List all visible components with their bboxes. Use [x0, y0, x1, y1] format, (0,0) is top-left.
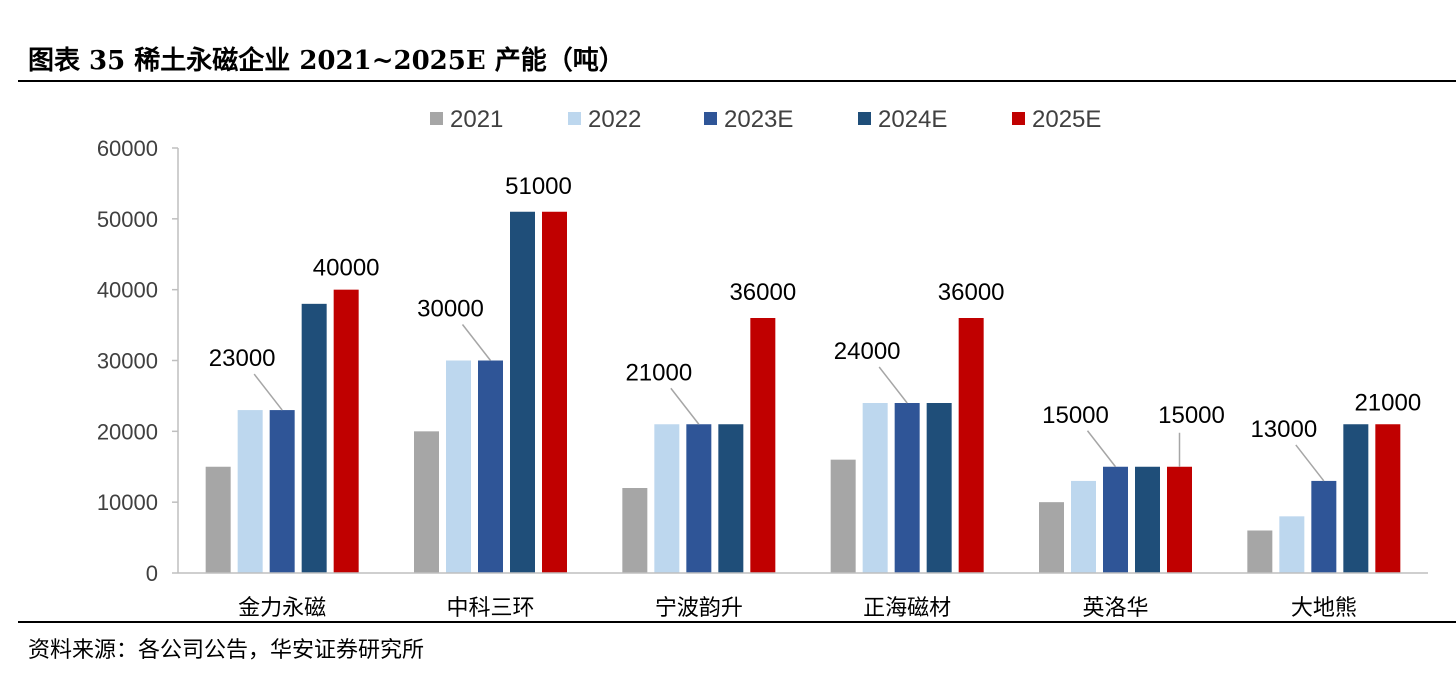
legend-swatch-2025E — [1012, 112, 1025, 125]
y-tick-label: 10000 — [97, 490, 158, 515]
data-label: 13000 — [1250, 416, 1317, 443]
legend-label-2024E: 2024E — [878, 106, 947, 133]
bars — [205, 211, 1401, 573]
bar-2023E-4 — [1103, 466, 1128, 573]
y-tick-label: 20000 — [97, 419, 158, 444]
legend-label-2021: 2021 — [450, 106, 503, 133]
bar-2021-2 — [622, 488, 648, 573]
legend-swatch-2022 — [568, 112, 581, 125]
bar-2021-5 — [1247, 530, 1273, 573]
data-label: 21000 — [1354, 389, 1421, 416]
bar-2024E-1 — [510, 211, 535, 573]
data-label: 36000 — [938, 279, 1005, 306]
legend-label-2022: 2022 — [588, 106, 641, 133]
bar-2023E-3 — [894, 403, 920, 573]
x-tick-label: 大地熊 — [1291, 596, 1357, 621]
x-tick-label: 中科三环 — [446, 596, 534, 621]
y-tick-label: 40000 — [97, 278, 158, 303]
x-tick-label: 英洛华 — [1082, 596, 1148, 621]
bar-2025E-1 — [542, 211, 567, 573]
bar-2022-5 — [1279, 516, 1305, 573]
data-label-leader — [253, 373, 283, 411]
top-rule — [18, 80, 1456, 82]
data-label: 30000 — [417, 296, 484, 323]
bar-2023E-2 — [686, 424, 712, 573]
bar-2025E-3 — [958, 318, 984, 573]
bar-2024E-2 — [718, 424, 744, 573]
y-tick-label: 0 — [146, 561, 158, 586]
bar-2024E-4 — [1135, 466, 1160, 573]
y-tick-label: 50000 — [97, 207, 158, 232]
legend-label-2023E: 2023E — [724, 106, 793, 133]
bar-2023E-0 — [269, 410, 295, 573]
legend-swatch-2023E — [704, 112, 717, 125]
data-labels: 23000 40000 30000 51000 21000 36000 24000 36000… — [209, 173, 1421, 482]
data-label: 24000 — [834, 338, 901, 365]
bar-2022-2 — [654, 424, 680, 573]
data-label-leader — [1295, 444, 1325, 482]
bottom-rule — [18, 621, 1456, 623]
data-label: 15000 — [1042, 402, 1109, 429]
x-axis: 金力永磁 中科三环 宁波韵升 正海磁材 英洛华 大地熊 — [178, 572, 1428, 621]
legend-swatch-2021 — [430, 112, 443, 125]
bar-2025E-4 — [1167, 466, 1192, 573]
data-label-leader — [878, 366, 908, 404]
data-label: 15000 — [1158, 402, 1225, 429]
bar-2022-3 — [862, 403, 888, 573]
source-note: 资料来源：各公司公告，华安证券研究所 — [28, 638, 425, 663]
bar-2024E-5 — [1343, 424, 1369, 573]
x-tick-label: 宁波韵升 — [655, 596, 743, 621]
data-label: 40000 — [313, 255, 380, 282]
bar-2021-1 — [414, 431, 439, 573]
legend: 2021 2022 2023E 2024E 2025E — [430, 106, 1101, 133]
chart-title: 图表 35 稀土永磁企业 2021~2025E 产能（吨） — [28, 46, 625, 76]
bar-2025E-2 — [750, 318, 776, 573]
bar-2024E-0 — [301, 303, 327, 573]
x-tick-label: 正海磁材 — [863, 596, 951, 621]
bar-2023E-1 — [478, 360, 503, 573]
data-label-leader — [461, 324, 492, 361]
x-tick-label: 金力永磁 — [238, 596, 326, 621]
bar-2022-4 — [1071, 480, 1096, 573]
y-axis: 0 10000 20000 30000 40000 50000 60000 — [97, 136, 179, 586]
bar-2023E-5 — [1311, 480, 1337, 573]
data-label: 36000 — [729, 279, 796, 306]
data-label: 23000 — [209, 345, 276, 372]
legend-swatch-2024E — [858, 112, 871, 125]
bar-2021-0 — [205, 466, 231, 573]
y-tick-label: 30000 — [97, 349, 158, 374]
bar-2024E-3 — [926, 403, 952, 573]
bar-2021-3 — [830, 459, 856, 573]
bar-2025E-0 — [333, 289, 359, 573]
y-tick-label: 60000 — [97, 136, 158, 161]
legend-label-2025E: 2025E — [1032, 106, 1101, 133]
bar-2025E-5 — [1375, 424, 1401, 573]
bar-2022-0 — [237, 410, 263, 573]
data-label-leader — [670, 387, 700, 425]
data-label-leader — [1086, 430, 1117, 468]
bar-2022-1 — [446, 360, 471, 573]
data-label: 21000 — [625, 359, 692, 386]
data-label: 51000 — [505, 173, 572, 200]
bar-2021-4 — [1039, 502, 1064, 573]
